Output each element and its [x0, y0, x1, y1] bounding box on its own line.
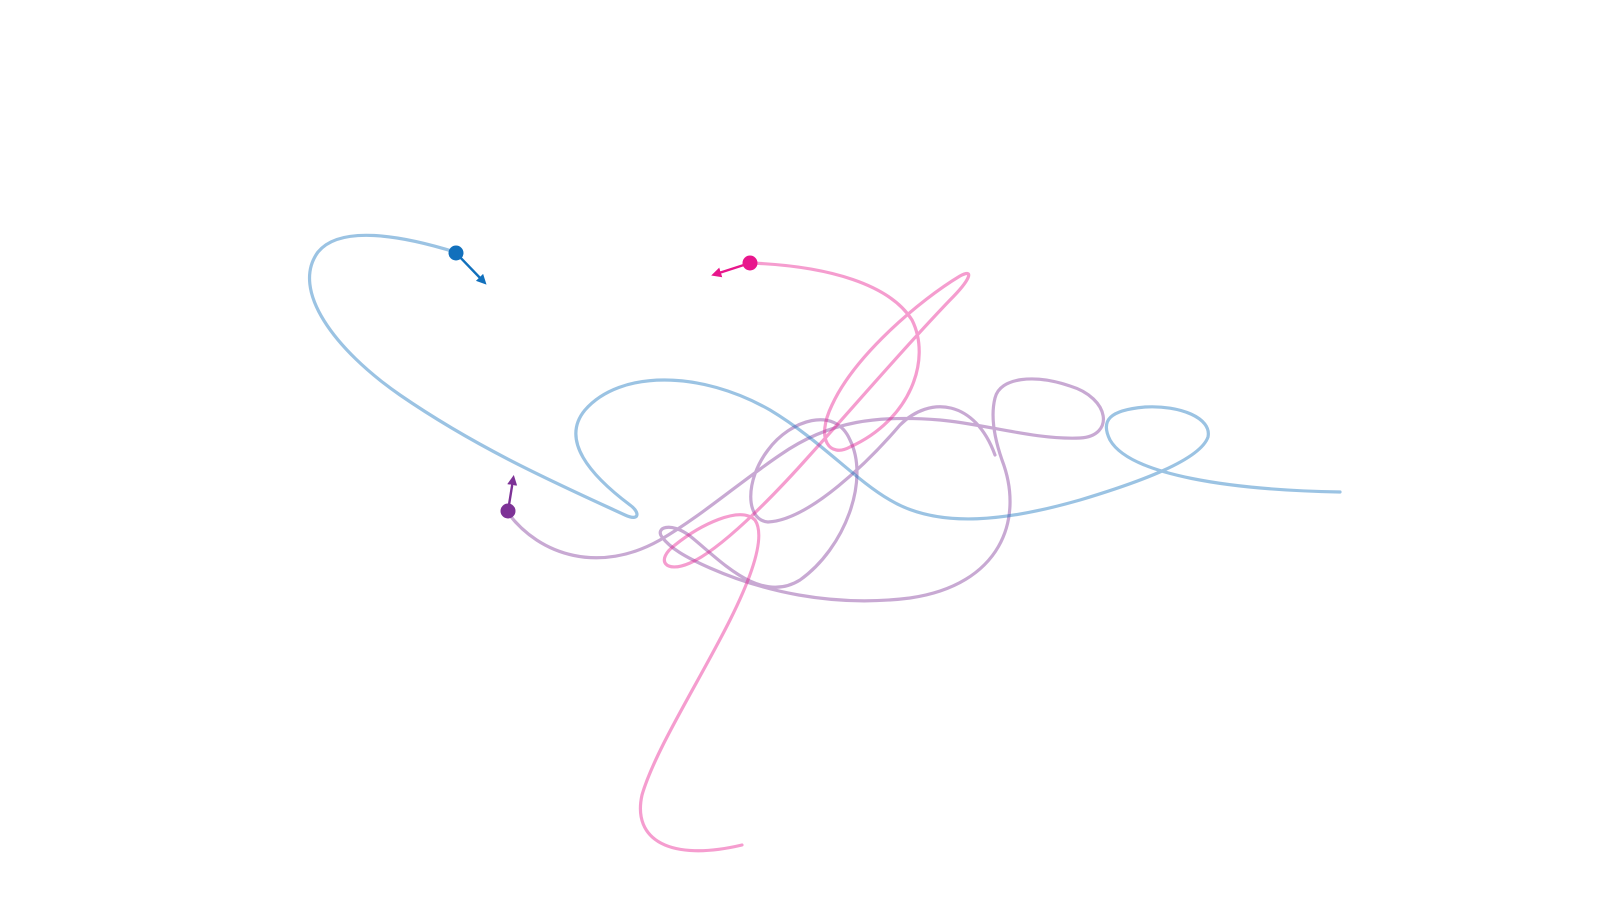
purple-body-dot [500, 503, 516, 519]
magenta-body-trail [638, 261, 971, 853]
magenta-body [711, 255, 758, 278]
blue-body-dot [448, 245, 464, 261]
purple-body [500, 475, 518, 519]
purple-body-trail [506, 377, 1105, 603]
magenta-body-dot [742, 255, 758, 271]
blue-body-trail [307, 233, 1342, 521]
blue-body [448, 245, 487, 285]
